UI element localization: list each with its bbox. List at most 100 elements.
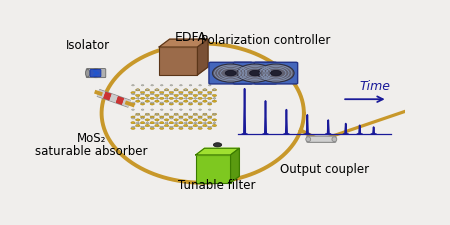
Circle shape: [174, 95, 178, 97]
Circle shape: [199, 94, 202, 95]
FancyBboxPatch shape: [234, 63, 277, 85]
Circle shape: [141, 127, 144, 128]
Circle shape: [212, 95, 216, 97]
Circle shape: [150, 98, 154, 100]
Circle shape: [207, 122, 212, 124]
Circle shape: [250, 71, 261, 76]
Circle shape: [184, 95, 188, 97]
Circle shape: [174, 101, 178, 103]
Ellipse shape: [93, 70, 97, 78]
Circle shape: [132, 94, 134, 95]
Text: Time: Time: [360, 79, 391, 92]
Circle shape: [203, 90, 206, 91]
Circle shape: [160, 92, 164, 94]
Circle shape: [146, 90, 148, 91]
Circle shape: [169, 117, 173, 119]
Circle shape: [179, 92, 183, 94]
Circle shape: [156, 90, 158, 91]
Circle shape: [164, 95, 169, 97]
Circle shape: [146, 98, 148, 100]
Circle shape: [174, 119, 178, 121]
Circle shape: [184, 125, 188, 127]
Circle shape: [207, 98, 212, 100]
Circle shape: [180, 127, 182, 128]
Circle shape: [131, 92, 135, 94]
Bar: [196, 155, 230, 183]
Circle shape: [140, 128, 145, 130]
Circle shape: [150, 128, 154, 130]
FancyBboxPatch shape: [90, 70, 101, 77]
Circle shape: [207, 128, 212, 130]
Circle shape: [141, 85, 144, 87]
Circle shape: [170, 94, 173, 95]
Circle shape: [189, 104, 193, 106]
Circle shape: [141, 118, 144, 119]
Circle shape: [135, 95, 140, 97]
Circle shape: [208, 110, 211, 111]
Circle shape: [175, 114, 177, 115]
Circle shape: [189, 122, 193, 124]
Circle shape: [207, 117, 212, 119]
Circle shape: [151, 127, 153, 128]
Polygon shape: [198, 40, 208, 76]
Circle shape: [160, 110, 163, 111]
Circle shape: [155, 125, 159, 127]
Text: MoS₂: MoS₂: [76, 131, 106, 144]
Circle shape: [184, 98, 187, 100]
Circle shape: [203, 125, 207, 127]
Circle shape: [193, 89, 198, 92]
Circle shape: [155, 101, 159, 103]
Circle shape: [136, 90, 139, 91]
FancyBboxPatch shape: [94, 69, 106, 78]
Text: Tunable filter: Tunable filter: [178, 178, 256, 191]
Circle shape: [212, 125, 216, 127]
Circle shape: [184, 89, 188, 92]
Circle shape: [136, 114, 139, 115]
Circle shape: [203, 89, 207, 92]
Text: saturable absorber: saturable absorber: [35, 145, 148, 158]
Circle shape: [189, 92, 193, 94]
Circle shape: [175, 122, 177, 124]
Circle shape: [199, 103, 202, 104]
Circle shape: [179, 128, 183, 130]
Circle shape: [140, 117, 145, 119]
Circle shape: [145, 125, 149, 127]
Circle shape: [179, 98, 183, 100]
Circle shape: [155, 89, 159, 92]
Circle shape: [194, 114, 197, 115]
Circle shape: [189, 127, 192, 128]
Circle shape: [203, 114, 207, 116]
Circle shape: [174, 114, 178, 116]
Circle shape: [135, 89, 140, 92]
Circle shape: [189, 98, 193, 100]
Circle shape: [131, 122, 135, 124]
Circle shape: [208, 85, 211, 87]
Circle shape: [135, 101, 140, 103]
Circle shape: [140, 104, 145, 106]
Circle shape: [203, 119, 207, 121]
Circle shape: [198, 92, 202, 94]
Circle shape: [212, 89, 216, 92]
Text: Polarization controller: Polarization controller: [201, 34, 330, 47]
Circle shape: [180, 103, 182, 104]
Circle shape: [184, 122, 187, 124]
Circle shape: [136, 122, 139, 124]
Bar: [159, 48, 198, 76]
Circle shape: [184, 114, 187, 115]
Circle shape: [212, 101, 216, 103]
Circle shape: [174, 89, 178, 92]
Ellipse shape: [332, 137, 337, 142]
Circle shape: [184, 119, 188, 121]
Circle shape: [208, 127, 211, 128]
FancyBboxPatch shape: [209, 63, 252, 85]
Text: Isolator: Isolator: [66, 39, 110, 52]
Circle shape: [145, 119, 149, 121]
Circle shape: [199, 85, 202, 87]
Circle shape: [131, 128, 135, 130]
Circle shape: [164, 89, 169, 92]
Circle shape: [155, 119, 159, 121]
Circle shape: [207, 104, 212, 106]
Circle shape: [212, 119, 216, 121]
Circle shape: [160, 117, 164, 119]
Circle shape: [136, 98, 139, 100]
